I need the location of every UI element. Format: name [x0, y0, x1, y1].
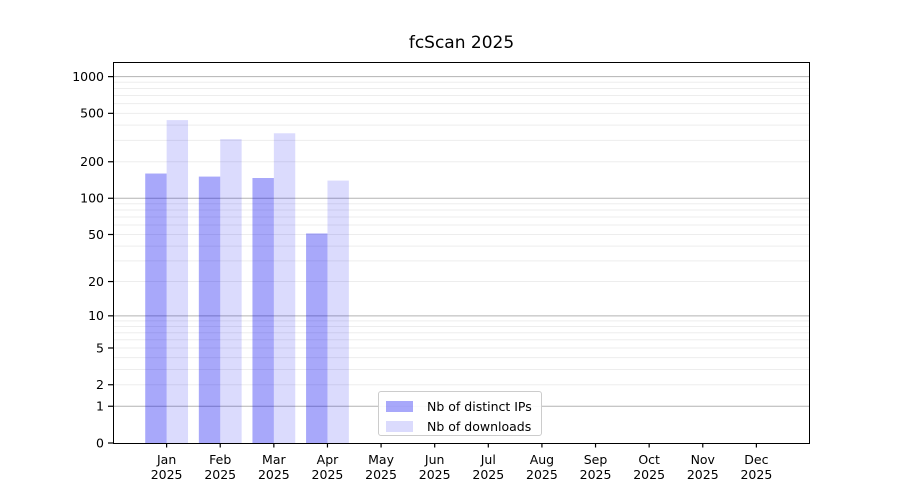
bar-distinct-ips-mar: [252, 177, 274, 443]
y-tick-label: 50: [88, 227, 104, 242]
x-tick-label-year: 2025: [633, 467, 665, 482]
y-tick-label: 20: [88, 274, 104, 289]
bar-distinct-ips-jan: [145, 173, 167, 443]
x-tick-label-month: Sep: [584, 452, 608, 467]
x-tick-label-year: 2025: [526, 467, 558, 482]
y-tick-label: 10: [88, 308, 104, 323]
x-tick-label-month: Nov: [691, 452, 716, 467]
x-tick-label-month: Mar: [262, 452, 286, 467]
x-tick-label-month: Jun: [424, 452, 445, 467]
y-tick-label: 1000: [72, 69, 104, 84]
bar-downloads-apr: [327, 180, 349, 443]
y-tick-label: 200: [80, 154, 104, 169]
chart-title: fcScan 2025: [408, 33, 515, 53]
x-tick-label-year: 2025: [740, 467, 772, 482]
legend-row-downloads: Nb of downloads: [386, 418, 533, 435]
x-tick-label-month: Feb: [209, 452, 231, 467]
y-tick-label: 5: [96, 340, 104, 355]
x-tick-label-month: Apr: [317, 452, 339, 467]
x-tick-label-year: 2025: [580, 467, 612, 482]
x-tick-label-year: 2025: [258, 467, 290, 482]
legend-label-distinct-ips: Nb of distinct IPs: [427, 399, 532, 414]
bar-distinct-ips-apr: [306, 233, 328, 443]
bar-downloads-feb: [220, 139, 242, 443]
legend: Nb of distinct IPs Nb of downloads: [378, 391, 542, 436]
x-tick-label-year: 2025: [312, 467, 344, 482]
legend-swatch-downloads: [386, 421, 413, 432]
y-tick-label: 100: [80, 191, 104, 206]
x-tick-label-month: Oct: [638, 452, 660, 467]
y-tick-label: 2: [96, 377, 104, 392]
x-tick-label-year: 2025: [151, 467, 183, 482]
legend-swatch-distinct-ips: [386, 401, 413, 412]
plot-border: [113, 62, 810, 444]
y-tick-label: 1: [96, 399, 104, 414]
x-tick-label-month: Aug: [530, 452, 554, 467]
x-tick-label-month: Dec: [744, 452, 768, 467]
bar-downloads-jan: [166, 120, 189, 444]
x-tick-label-month: Jul: [480, 452, 496, 467]
y-tick-label: 500: [80, 106, 104, 121]
bar-distinct-ips-feb: [198, 176, 221, 443]
bar-downloads-mar: [273, 133, 296, 443]
legend-row-distinct-ips: Nb of distinct IPs: [386, 398, 533, 415]
y-tick-label: 0: [96, 435, 104, 450]
x-tick-label-month: May: [368, 452, 394, 467]
x-tick-label-year: 2025: [687, 467, 719, 482]
x-tick-label-year: 2025: [365, 467, 397, 482]
x-tick-label-year: 2025: [419, 467, 451, 482]
x-tick-label-year: 2025: [472, 467, 504, 482]
x-tick-label-month: Jan: [156, 452, 176, 467]
x-tick-label-year: 2025: [204, 467, 236, 482]
legend-label-downloads: Nb of downloads: [427, 419, 532, 434]
